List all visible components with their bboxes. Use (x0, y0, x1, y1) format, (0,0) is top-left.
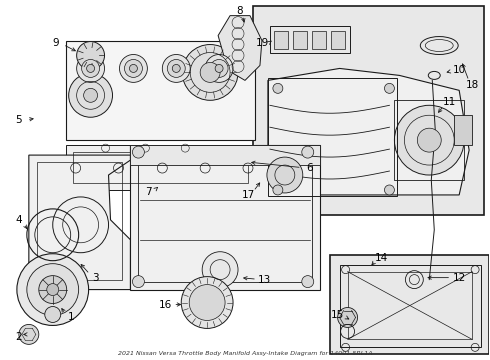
Text: 10: 10 (453, 66, 466, 76)
Circle shape (47, 284, 59, 296)
Text: 11: 11 (442, 97, 456, 107)
Text: 17: 17 (242, 190, 255, 200)
Circle shape (210, 59, 228, 77)
Circle shape (84, 88, 98, 102)
Circle shape (182, 45, 238, 100)
Bar (73, 152, 248, 183)
Circle shape (124, 59, 143, 77)
Bar (347, 272, 472, 339)
Text: 9: 9 (52, 37, 59, 48)
Bar (394, 100, 464, 180)
Text: 2: 2 (16, 332, 22, 342)
Circle shape (76, 41, 104, 69)
Circle shape (87, 64, 95, 72)
Circle shape (385, 84, 394, 93)
Text: 14: 14 (375, 253, 388, 263)
Bar (138, 162, 312, 282)
Text: 4: 4 (16, 215, 22, 225)
Text: 18: 18 (466, 80, 479, 90)
Circle shape (181, 276, 233, 328)
Circle shape (39, 276, 67, 303)
Bar (130, 145, 319, 165)
Polygon shape (66, 145, 255, 190)
Circle shape (302, 276, 314, 288)
Circle shape (267, 157, 303, 193)
Text: 16: 16 (159, 300, 172, 310)
Text: 1: 1 (67, 312, 74, 323)
Circle shape (205, 54, 233, 82)
Circle shape (394, 105, 464, 175)
Bar (331, 31, 344, 49)
Bar (274, 31, 288, 49)
Text: 7: 7 (145, 187, 152, 197)
Polygon shape (130, 145, 319, 289)
Bar (37, 162, 122, 280)
Circle shape (76, 54, 104, 82)
Text: 5: 5 (16, 115, 22, 125)
Circle shape (273, 84, 283, 93)
Text: 13: 13 (258, 275, 271, 285)
Circle shape (200, 62, 220, 82)
Text: 15: 15 (331, 310, 344, 320)
Circle shape (417, 128, 441, 152)
Bar (270, 26, 349, 54)
Circle shape (302, 146, 314, 158)
Text: 19: 19 (256, 37, 270, 48)
Bar (330, 255, 489, 354)
Circle shape (129, 64, 137, 72)
Circle shape (385, 185, 394, 195)
Polygon shape (218, 15, 262, 80)
Text: 8: 8 (237, 6, 244, 15)
Circle shape (132, 146, 145, 158)
Text: 6: 6 (306, 163, 313, 173)
Circle shape (69, 73, 113, 117)
Circle shape (202, 252, 238, 288)
Circle shape (167, 59, 185, 77)
Circle shape (17, 254, 89, 325)
Circle shape (82, 59, 99, 77)
Polygon shape (268, 68, 469, 195)
Circle shape (27, 264, 78, 315)
Circle shape (45, 306, 61, 323)
Circle shape (215, 64, 223, 72)
Circle shape (172, 64, 180, 72)
Text: 3: 3 (92, 273, 99, 283)
Bar (268, 78, 397, 196)
Circle shape (19, 324, 39, 345)
Bar (293, 31, 307, 49)
Polygon shape (29, 155, 130, 289)
Bar (253, 6, 484, 215)
Circle shape (338, 307, 358, 328)
Text: 12: 12 (453, 273, 466, 283)
Circle shape (120, 54, 147, 82)
Circle shape (162, 54, 190, 82)
Circle shape (132, 276, 145, 288)
Bar (312, 31, 326, 49)
Circle shape (189, 285, 225, 320)
Bar (454, 115, 472, 145)
Circle shape (273, 185, 283, 195)
Polygon shape (66, 41, 255, 140)
Text: 2021 Nissan Versa Throttle Body Manifold Assy-Intake Diagram for 14001-5RL1A: 2021 Nissan Versa Throttle Body Manifold… (118, 351, 372, 356)
